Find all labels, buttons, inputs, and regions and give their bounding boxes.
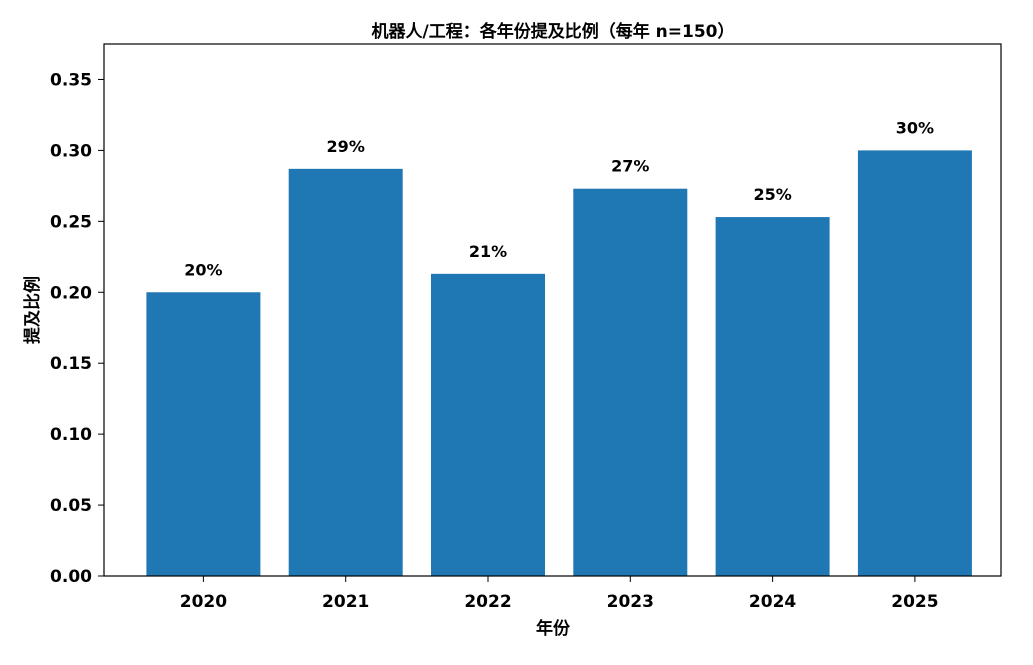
y-tick-label: 0.20 [50, 283, 92, 303]
data-label-2020: 20% [184, 260, 222, 279]
plot-area: 0.00 0.05 0.10 0.15 0.20 0.25 0.30 0.35 20% 2020 2… [50, 70, 972, 612]
x-tick-label-2024: 2024 [749, 592, 796, 612]
y-tick-label: 0.15 [50, 354, 92, 374]
x-tick-label-2022: 2022 [464, 592, 511, 612]
bar-2023 [573, 188, 688, 577]
x-axis-label: 年份 [536, 618, 571, 639]
y-tick-label: 0.10 [50, 425, 92, 445]
data-label-2023: 27% [611, 157, 649, 176]
bar-2025 [857, 150, 972, 576]
y-tick-label: 0.25 [50, 212, 92, 232]
data-label-2025: 30% [896, 118, 934, 137]
y-tick-label: 0.35 [50, 70, 92, 90]
bar-2022 [431, 273, 545, 576]
chart-title: 机器人/工程：各年份提及比例（每年 n=150） [372, 21, 735, 42]
y-tick-label: 0.05 [50, 496, 92, 516]
y-axis-label: 提及比例 [22, 276, 43, 344]
bar-2024 [715, 217, 830, 576]
data-label-2021: 29% [327, 137, 365, 156]
x-tick-label-2025: 2025 [891, 592, 938, 612]
x-tick-label-2020: 2020 [180, 592, 227, 612]
plot-frame [103, 43, 1002, 577]
y-tick-label: 0.00 [50, 567, 92, 587]
x-tick-label-2023: 2023 [607, 592, 654, 612]
data-label-2022: 21% [469, 242, 507, 261]
bar-2021 [288, 168, 403, 577]
y-tick-label: 0.30 [50, 141, 92, 161]
x-tick-label-2021: 2021 [322, 592, 369, 612]
data-label-2024: 25% [753, 185, 791, 204]
bar-2020 [146, 292, 261, 576]
